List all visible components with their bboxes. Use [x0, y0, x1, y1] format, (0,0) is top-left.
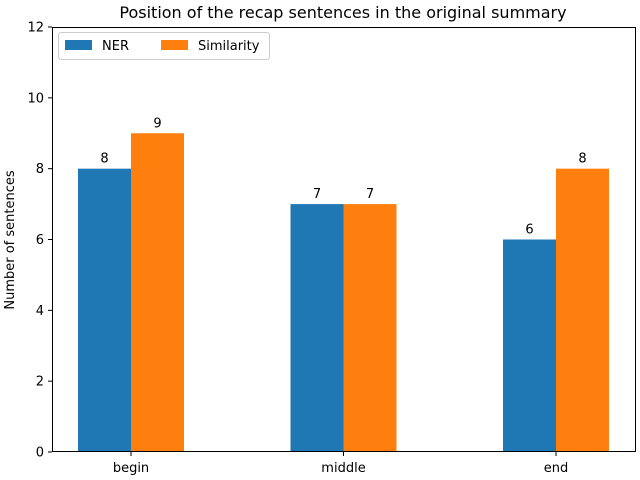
y-tick-label: 8 — [36, 162, 44, 177]
bar-similarity-end — [556, 168, 609, 452]
plot-area: 8 7 6 9 7 8 0 2 4 6 8 10 12 begin middle end — [27, 21, 636, 476]
legend: NER Similarity — [58, 32, 270, 60]
bar-ner-middle — [290, 204, 344, 452]
y-tick-label: 0 — [36, 446, 44, 461]
y-axis-label: Number of sentences — [3, 170, 18, 310]
axes-frame — [52, 27, 636, 452]
legend-label-similarity: Similarity — [198, 39, 260, 54]
legend-swatch-ner — [65, 40, 92, 50]
x-tick-label: end — [544, 461, 569, 476]
bar-ner-end — [503, 239, 556, 452]
legend-label-ner: NER — [102, 39, 129, 54]
bar-similarity-middle — [343, 204, 397, 452]
data-label: 9 — [153, 116, 161, 131]
chart-title: Position of the recap sentences in the o… — [119, 3, 566, 22]
data-label: 7 — [313, 187, 321, 202]
bar-similarity-begin — [131, 133, 184, 452]
y-tick-label: 10 — [27, 91, 44, 106]
data-label: 6 — [525, 223, 533, 238]
legend-swatch-similarity — [161, 40, 188, 50]
x-tick-label: middle — [321, 461, 365, 476]
y-tick-label: 6 — [36, 233, 44, 248]
x-tick-label: begin — [113, 461, 149, 476]
data-label: 8 — [578, 152, 586, 167]
y-tick-label: 2 — [36, 375, 44, 390]
y-tick-label: 4 — [36, 304, 44, 319]
data-label: 8 — [100, 152, 108, 167]
data-label: 7 — [366, 187, 374, 202]
y-tick-label: 12 — [27, 21, 44, 36]
bar-ner-begin — [78, 168, 131, 452]
